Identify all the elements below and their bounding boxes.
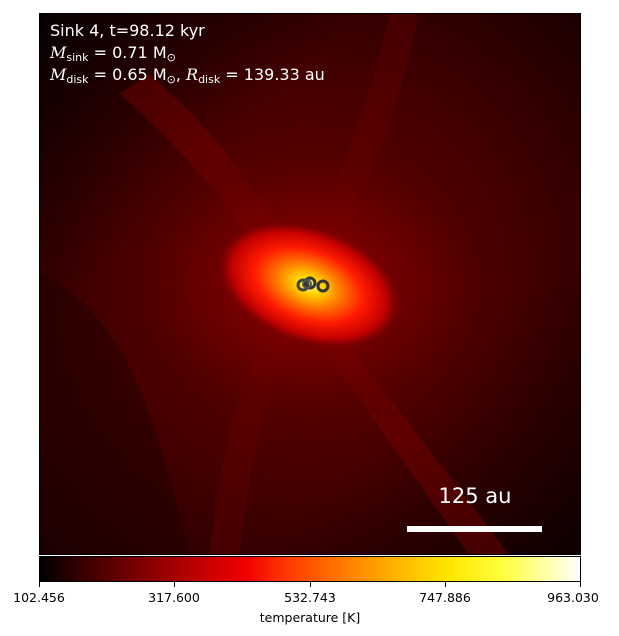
temperature-map-panel: Sink 4, t=98.12 kyr Msink = 0.71 M⊙ Mdis… [39, 13, 581, 555]
colorbar-tick [174, 582, 175, 587]
colorbar-tick [445, 582, 446, 587]
sink-marker-1 [296, 278, 310, 292]
colorbar-tick-label: 532.743 [284, 590, 336, 605]
colorbar-tick [580, 582, 581, 587]
temperature-map-image [40, 14, 580, 554]
colorbar-tick-label: 317.600 [148, 590, 200, 605]
sink-marker-4 [316, 279, 330, 293]
colorbar-tick-label: 963.030 [547, 590, 599, 605]
colorbar-tick-label: 747.886 [419, 590, 471, 605]
colorbar-tick [39, 582, 40, 587]
colorbar-label: temperature [K] [259, 610, 361, 625]
colorbar-tick-label: 102.456 [13, 590, 65, 605]
sink-marker-3 [302, 279, 312, 289]
scale-bar-label: 125 au [438, 484, 512, 508]
temperature-colorbar [39, 556, 581, 582]
sink-title: Sink 4, t=98.12 kyr [50, 21, 205, 40]
scale-bar [407, 526, 542, 532]
sink-mass: Msink = 0.71 M⊙ [50, 43, 176, 64]
disk-properties: Mdisk = 0.65 M⊙, Rdisk = 139.33 au [50, 65, 325, 86]
colorbar-tick [310, 582, 311, 587]
